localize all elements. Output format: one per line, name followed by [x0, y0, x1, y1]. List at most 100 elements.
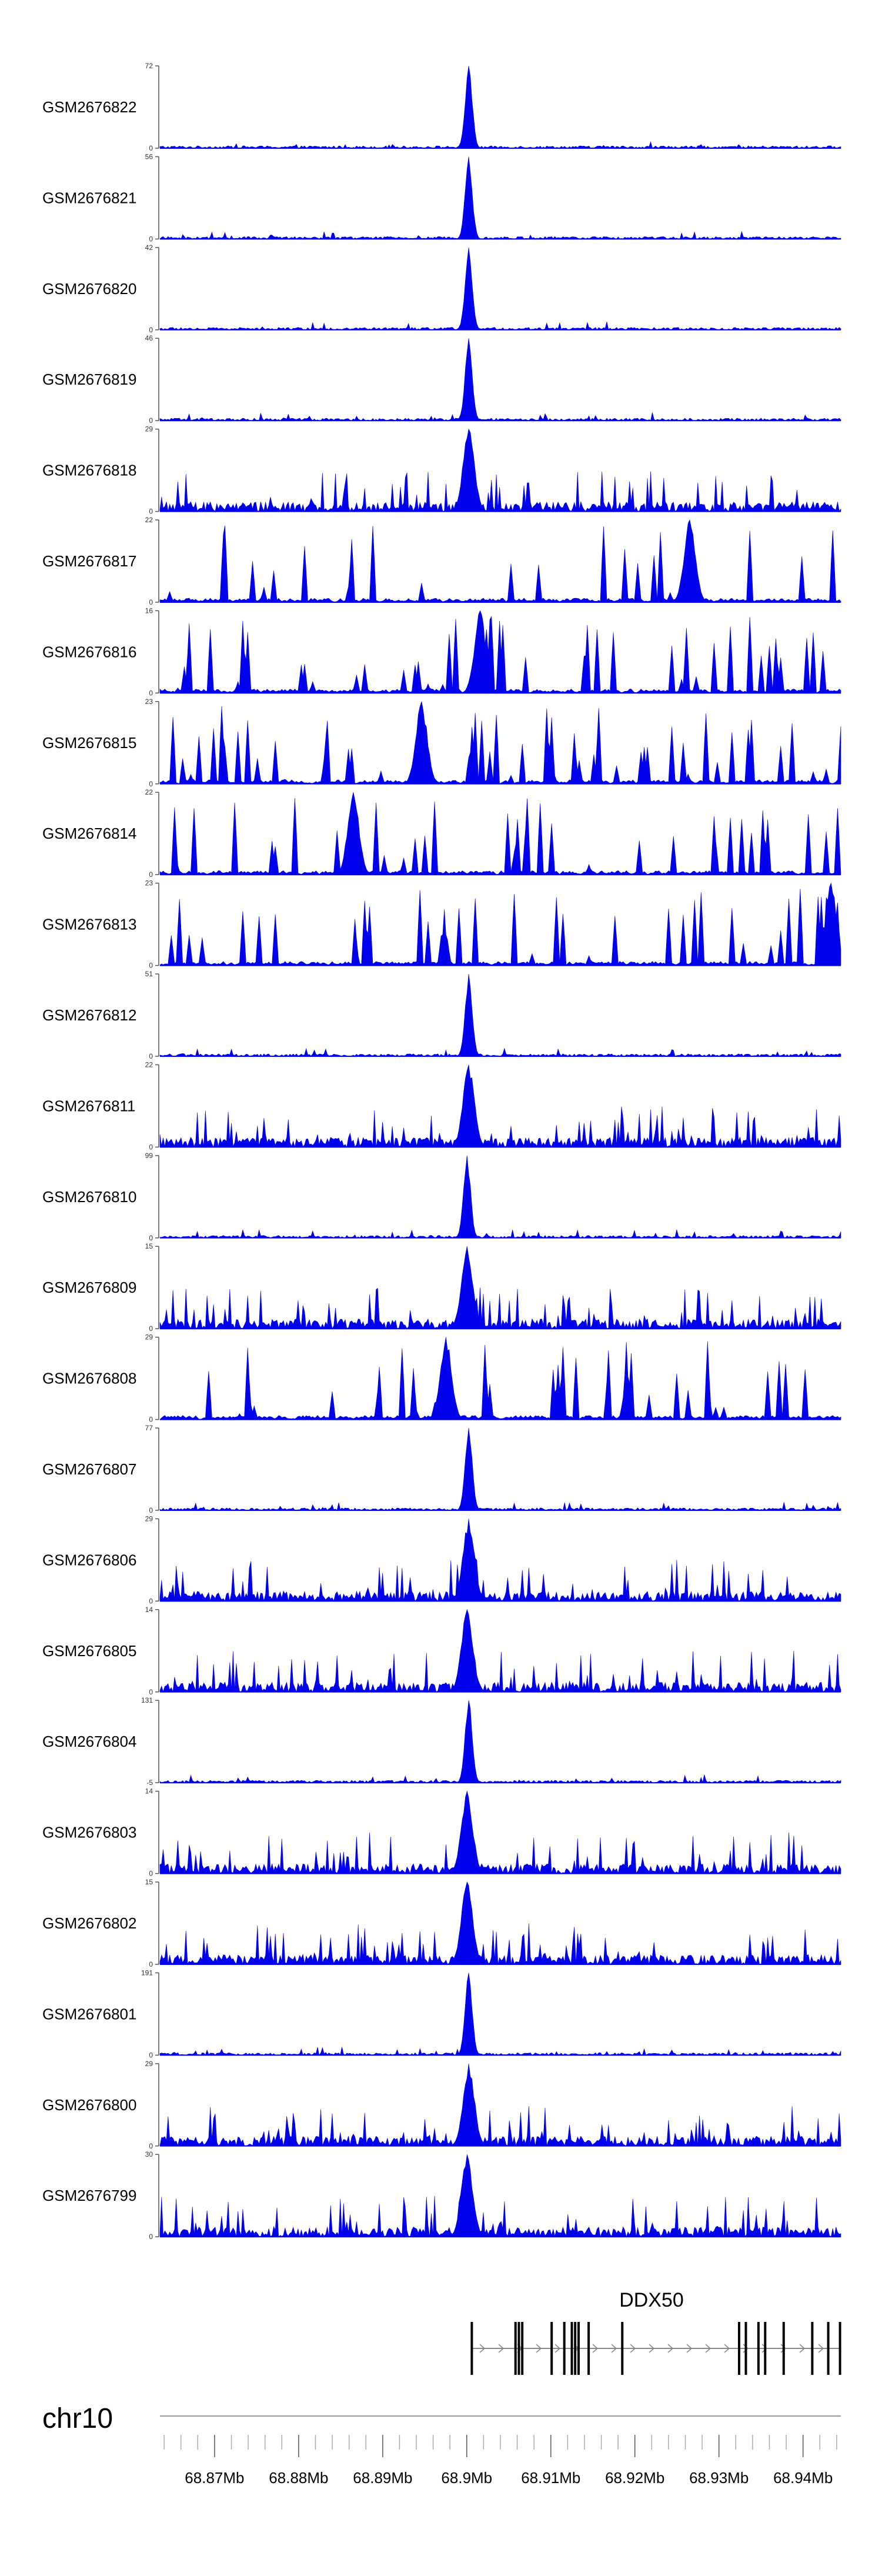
coverage-area: [159, 1973, 841, 2056]
x-tick-label: 68.9Mb: [441, 2469, 492, 2487]
y-min-label: 0: [149, 689, 153, 697]
exon: [827, 2322, 830, 2375]
track-label: GSM2676822: [42, 98, 136, 116]
y-max-label: 191: [141, 1968, 153, 1977]
coverage-area: [159, 519, 841, 603]
y-max-label: 16: [145, 606, 153, 615]
y-max-label: 72: [145, 62, 153, 70]
coverage-area: [159, 1700, 841, 1783]
track-label: GSM2676815: [42, 734, 136, 752]
y-max-label: 56: [145, 152, 153, 161]
strand-arrow: [799, 2344, 806, 2353]
y-max-label: 29: [145, 1514, 153, 1523]
exon: [574, 2322, 577, 2375]
coverage-area: [159, 156, 841, 239]
track-label: GSM2676805: [42, 1642, 136, 1660]
strand-arrow: [724, 2344, 730, 2353]
strand-arrow: [667, 2344, 674, 2353]
strand-arrow: [554, 2344, 561, 2353]
coverage-area: [159, 882, 841, 966]
strand-arrow: [630, 2344, 636, 2353]
track-GSM2676808: GSM2676808 29 0: [42, 1333, 841, 1424]
track-GSM2676815: GSM2676815 23 0: [42, 698, 841, 788]
coverage-area: [159, 428, 841, 512]
y-max-label: 29: [145, 2060, 153, 2068]
exon: [744, 2322, 747, 2375]
y-max-label: 14: [145, 1606, 153, 1614]
x-tick-label: 68.92Mb: [605, 2469, 664, 2487]
coverage-area: [159, 701, 841, 785]
exon: [764, 2322, 767, 2375]
y-min-label: 0: [149, 598, 153, 606]
strand-arrow: [686, 2344, 693, 2353]
coverage-area: [159, 247, 841, 331]
genome-axis: chr10 68.87Mb 68.88Mb 68.89Mb 68.9Mb 68.91Mb…: [42, 2403, 841, 2487]
track-label: GSM2676814: [42, 825, 136, 842]
coverage-area: [159, 1881, 841, 1965]
y-max-label: 23: [145, 879, 153, 887]
coverage-area: [159, 338, 841, 421]
gene-track: DDX50: [470, 2289, 841, 2375]
track-GSM2676799: GSM2676799 30 0: [42, 2150, 841, 2241]
coverage-area: [159, 1155, 841, 1239]
track-GSM2676800: GSM2676800 29 0: [42, 2060, 841, 2150]
y-min-label: 0: [149, 508, 153, 516]
track-GSM2676801: GSM2676801 191 0: [42, 1968, 841, 2059]
y-max-label: 15: [145, 1878, 153, 1886]
exon: [470, 2322, 473, 2375]
y-max-label: 77: [145, 1424, 153, 1432]
track-GSM2676821: GSM2676821 56 0: [42, 152, 841, 243]
track-label: GSM2676803: [42, 1824, 136, 1841]
x-tick-label: 68.91Mb: [521, 2469, 580, 2487]
exon: [587, 2322, 590, 2375]
strand-arrow: [818, 2344, 824, 2353]
strand-arrow: [649, 2344, 655, 2353]
track-label: GSM2676799: [42, 2187, 136, 2204]
exon: [757, 2322, 760, 2375]
track-label: GSM2676809: [42, 1279, 136, 1296]
y-min-label: 0: [149, 1234, 153, 1242]
strand-arrow: [611, 2344, 617, 2353]
y-min-label: 0: [149, 1052, 153, 1060]
track-label: GSM2676810: [42, 1188, 136, 1206]
y-min-label: 0: [149, 235, 153, 243]
track-GSM2676819: GSM2676819 46 0: [42, 334, 841, 425]
exon: [621, 2322, 624, 2375]
y-min-label: 0: [149, 780, 153, 788]
track-GSM2676812: GSM2676812 51 0: [42, 970, 841, 1060]
track-label: GSM2676819: [42, 371, 136, 388]
track-label: GSM2676801: [42, 2005, 136, 2023]
track-GSM2676818: GSM2676818 29 0: [42, 425, 841, 516]
y-max-label: 30: [145, 2150, 153, 2158]
strand-arrow: [780, 2344, 787, 2353]
coverage-area: [159, 610, 841, 693]
coverage-area: [159, 2154, 841, 2238]
exon: [838, 2322, 841, 2375]
y-max-label: 22: [145, 1060, 153, 1069]
exon: [514, 2322, 517, 2375]
track-label: GSM2676800: [42, 2096, 136, 2114]
y-min-label: 0: [149, 1960, 153, 1968]
coverage-area: [159, 1065, 841, 1148]
track-GSM2676804: GSM2676804 131 -5: [42, 1696, 841, 1787]
y-max-label: 46: [145, 334, 153, 342]
track-GSM2676806: GSM2676806 29 0: [42, 1514, 841, 1605]
coverage-area: [159, 1609, 841, 1693]
strand-arrow: [479, 2344, 486, 2353]
y-max-label: 51: [145, 970, 153, 978]
track-GSM2676817: GSM2676817 22 0: [42, 516, 841, 606]
track-label: GSM2676808: [42, 1370, 136, 1387]
track-label: GSM2676816: [42, 643, 136, 660]
exon: [570, 2322, 573, 2375]
coverage-area: [159, 2063, 841, 2147]
y-max-label: 22: [145, 788, 153, 796]
track-GSM2676805: GSM2676805 14 0: [42, 1606, 841, 1696]
coverage-area: [159, 1790, 841, 1874]
exon: [517, 2322, 520, 2375]
track-GSM2676820: GSM2676820 42 0: [42, 243, 841, 334]
coverage-area: [159, 65, 841, 149]
y-min-label: 0: [149, 870, 153, 879]
y-max-label: 22: [145, 516, 153, 524]
gene-label: DDX50: [619, 2289, 684, 2311]
y-min-label: 0: [149, 1416, 153, 1424]
